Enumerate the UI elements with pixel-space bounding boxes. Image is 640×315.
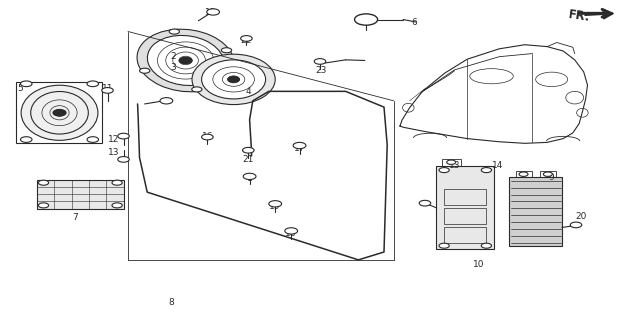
Circle shape xyxy=(519,172,528,176)
Circle shape xyxy=(355,14,378,25)
Bar xyxy=(16,82,102,143)
Text: 9: 9 xyxy=(549,173,554,182)
Circle shape xyxy=(38,203,49,208)
Bar xyxy=(444,208,486,224)
Circle shape xyxy=(543,172,552,176)
Text: 18: 18 xyxy=(285,229,297,238)
Circle shape xyxy=(228,77,239,82)
Text: FR.: FR. xyxy=(568,9,591,24)
Circle shape xyxy=(570,222,582,228)
Circle shape xyxy=(140,68,150,73)
Text: 22: 22 xyxy=(241,37,252,45)
Circle shape xyxy=(285,228,298,234)
Text: 10: 10 xyxy=(473,260,484,269)
Circle shape xyxy=(118,157,129,162)
Circle shape xyxy=(112,203,122,208)
FancyArrowPatch shape xyxy=(579,9,610,17)
Circle shape xyxy=(169,29,179,34)
Circle shape xyxy=(202,134,213,140)
Circle shape xyxy=(439,243,449,248)
Bar xyxy=(436,166,494,249)
Ellipse shape xyxy=(192,54,275,105)
Circle shape xyxy=(207,9,220,15)
Text: 1: 1 xyxy=(247,175,252,183)
Bar xyxy=(540,171,556,177)
Circle shape xyxy=(481,243,492,248)
Circle shape xyxy=(160,98,173,104)
Text: 17: 17 xyxy=(294,144,305,152)
Circle shape xyxy=(87,81,99,87)
Bar xyxy=(444,227,486,243)
Circle shape xyxy=(118,133,129,139)
Circle shape xyxy=(179,57,192,64)
Circle shape xyxy=(221,48,232,53)
Circle shape xyxy=(243,173,256,180)
Bar xyxy=(516,171,532,177)
Circle shape xyxy=(269,201,282,207)
Text: 12: 12 xyxy=(108,135,120,144)
Ellipse shape xyxy=(202,60,266,99)
Circle shape xyxy=(112,180,122,185)
Text: 7: 7 xyxy=(73,213,78,222)
Circle shape xyxy=(102,88,113,93)
Circle shape xyxy=(481,168,492,173)
Text: 11: 11 xyxy=(102,84,113,93)
Text: 16: 16 xyxy=(202,132,214,141)
Text: 14: 14 xyxy=(492,161,504,169)
Ellipse shape xyxy=(21,85,98,140)
Ellipse shape xyxy=(137,29,234,92)
Circle shape xyxy=(20,81,32,87)
Circle shape xyxy=(314,59,326,64)
Bar xyxy=(37,180,124,209)
Text: 3: 3 xyxy=(170,63,175,72)
Text: 8: 8 xyxy=(169,298,174,307)
Text: 13: 13 xyxy=(449,161,460,169)
Circle shape xyxy=(241,36,252,41)
Text: 23: 23 xyxy=(316,66,327,75)
Bar xyxy=(444,189,486,205)
Bar xyxy=(442,159,461,166)
Text: 2: 2 xyxy=(170,52,175,61)
Text: 4: 4 xyxy=(246,87,251,96)
Text: 19: 19 xyxy=(269,202,281,211)
Circle shape xyxy=(243,147,254,153)
Bar xyxy=(509,177,562,246)
Text: 15: 15 xyxy=(205,8,217,17)
Circle shape xyxy=(192,87,202,92)
Text: 20: 20 xyxy=(575,212,587,221)
Circle shape xyxy=(20,137,32,142)
Circle shape xyxy=(419,200,431,206)
Ellipse shape xyxy=(147,36,224,85)
Text: 13: 13 xyxy=(108,148,120,157)
Text: 6: 6 xyxy=(412,18,417,26)
Circle shape xyxy=(447,160,456,164)
Circle shape xyxy=(439,168,449,173)
Circle shape xyxy=(293,142,306,149)
Circle shape xyxy=(38,180,49,185)
Circle shape xyxy=(87,137,99,142)
Circle shape xyxy=(53,110,66,116)
Text: 21: 21 xyxy=(243,155,254,164)
Text: 5: 5 xyxy=(18,84,23,93)
